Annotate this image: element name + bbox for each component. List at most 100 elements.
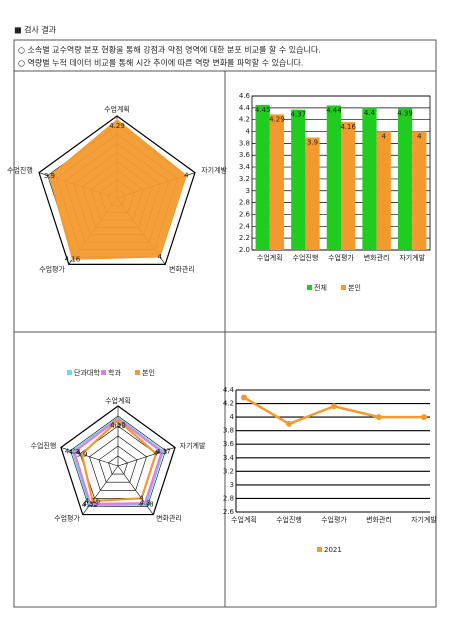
axis-label: 수업진행: [31, 441, 57, 450]
spoke: [60, 447, 119, 467]
y-tick-label: 4.6: [239, 92, 251, 100]
y-tick-label: 2.4: [239, 222, 251, 230]
y-tick-label: 3.2: [223, 467, 234, 475]
spoke: [117, 465, 154, 515]
data-label: 4.37: [290, 111, 306, 119]
bar: [412, 131, 427, 250]
grid-ring: [108, 455, 128, 475]
bar: [341, 122, 356, 250]
x-tick-label: 수업진행: [293, 253, 319, 262]
bar: [376, 131, 391, 250]
section-title: ■ 검사 결과: [14, 25, 57, 35]
y-tick-label: 4.4: [239, 104, 251, 112]
bar: [255, 104, 270, 250]
data-label: 4: [154, 450, 159, 458]
data-label: 4.16: [85, 497, 101, 505]
y-tick-label: 3: [230, 481, 234, 489]
point: [376, 414, 382, 421]
data-label: 3.9: [76, 450, 87, 458]
y-tick-label: 4.2: [239, 116, 250, 124]
grid-ring: [98, 445, 138, 483]
data-label: 4.42: [82, 501, 98, 509]
data-label: 4.45: [255, 106, 271, 114]
y-tick-label: 4.2: [223, 400, 234, 408]
y-tick-label: 3.6: [223, 440, 235, 448]
series-line: [243, 396, 424, 426]
data-label: 4.35: [110, 421, 126, 429]
axis-label: 수업계획: [105, 396, 131, 405]
grid-ring: [60, 405, 176, 516]
legend-label: 본인: [348, 283, 361, 292]
bar: [291, 109, 306, 250]
series-area: [48, 119, 187, 260]
point: [286, 420, 292, 427]
data-label: 4.3: [69, 448, 80, 456]
y-tick-label: 4: [230, 413, 235, 421]
note: ○ 역량별 누적 데이터 비교를 통해 시간 추이에 따른 역량 변화를 파악할…: [18, 58, 303, 68]
series-area: [80, 418, 158, 503]
data-label: 4.35: [83, 500, 99, 508]
data-label: 4.29: [110, 422, 126, 430]
data-label: 4.37: [155, 447, 171, 455]
x-tick-label: 수업계획: [231, 515, 257, 524]
y-tick-label: 3.6: [239, 151, 251, 159]
legend-label: 단과대학: [74, 368, 100, 377]
legend-label: 학과: [108, 368, 121, 377]
y-tick-label: 2.8: [239, 199, 250, 207]
series-area: [72, 417, 164, 506]
axis-label: 자기계발: [201, 166, 227, 175]
y-tick-label: 3.2: [239, 175, 250, 183]
data-label: 3.9: [307, 138, 318, 146]
x-tick-label: 자기계발: [399, 253, 425, 262]
note: ○ 소속별 교수역량 분포 현황을 통해 강점과 약점 영역에 대한 분포 비교…: [18, 45, 321, 55]
grid-ring: [38, 115, 196, 265]
data-label: 4.39: [397, 109, 413, 117]
y-tick-label: 3: [246, 187, 250, 195]
data-label: 4.4: [112, 420, 124, 428]
x-tick-label: 수업진행: [276, 515, 302, 524]
legend-swatch: [67, 370, 72, 375]
data-label: 4.16: [340, 123, 356, 131]
bar: [305, 137, 320, 250]
data-label: 4.38: [138, 501, 154, 509]
y-tick-label: 3.4: [239, 163, 251, 171]
data-label: 4.38: [65, 447, 81, 455]
y-tick-label: 3.8: [223, 427, 234, 435]
data-label: 4.29: [109, 122, 125, 130]
data-label: 4: [417, 133, 422, 141]
axis-label: 변화관리: [156, 513, 182, 522]
y-tick-label: 4: [246, 128, 251, 136]
spoke: [82, 465, 119, 515]
point: [331, 403, 337, 410]
point: [241, 394, 247, 401]
legend-swatch: [341, 285, 346, 290]
y-tick-label: 2.6: [239, 210, 251, 218]
bar: [362, 107, 377, 250]
axis-label: 변화관리: [169, 265, 195, 274]
data-label: 4: [381, 133, 386, 141]
grid-ring: [70, 415, 166, 507]
data-label: 4: [158, 253, 163, 261]
legend-label: 본인: [142, 368, 155, 377]
data-label: 4: [184, 171, 189, 179]
data-label: 4.16: [65, 255, 81, 263]
data-label: 3.9: [44, 172, 55, 180]
legend-swatch: [307, 285, 312, 290]
axis-label: 수업진행: [7, 166, 33, 175]
y-tick-label: 3.8: [239, 139, 250, 147]
y-tick-label: 2.6: [223, 508, 235, 516]
data-label: 4.4: [364, 109, 376, 117]
axis-label: 수업계획: [104, 104, 130, 113]
legend-label: 2021: [324, 546, 342, 554]
axis-label: 수업평가: [54, 513, 80, 522]
y-tick-label: 2.2: [239, 234, 250, 242]
data-label: 4.3: [139, 499, 150, 507]
bar: [397, 108, 413, 250]
point: [421, 414, 427, 421]
x-tick-label: 변화관리: [366, 515, 392, 524]
legend-swatch: [135, 370, 140, 375]
y-tick-label: 2.0: [239, 246, 250, 254]
y-tick-label: 3.4: [223, 454, 235, 462]
x-tick-label: 수업계획: [257, 253, 283, 262]
